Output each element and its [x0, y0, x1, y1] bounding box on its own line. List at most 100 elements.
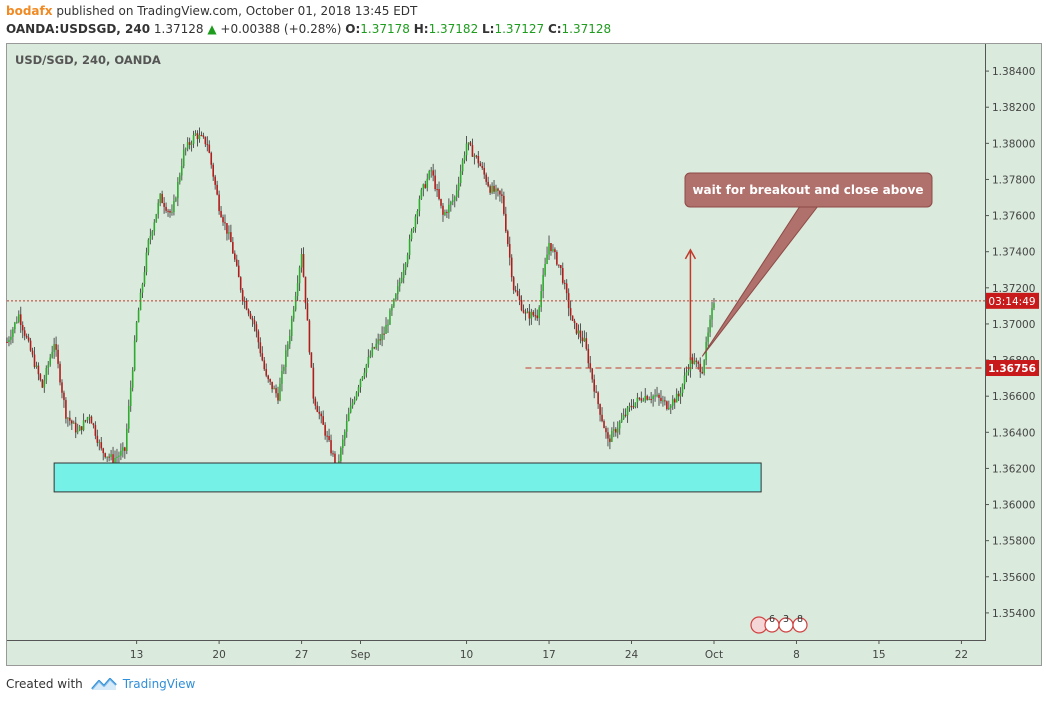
candle-down [267, 375, 269, 380]
candle-up [418, 198, 421, 212]
candle-up [355, 392, 358, 400]
candle-up [371, 347, 374, 356]
candle-down [497, 188, 499, 191]
candle-up [116, 456, 118, 458]
candle-up [298, 267, 301, 284]
candle-up [359, 379, 362, 388]
candle-up [709, 319, 711, 333]
candle-up [626, 407, 629, 416]
candle-down [206, 144, 209, 146]
candle-down [204, 136, 207, 145]
candle-down [196, 133, 199, 140]
tradingview-link[interactable]: TradingView [122, 677, 196, 691]
author-link[interactable]: bodafx [6, 4, 53, 18]
candle-up [296, 283, 299, 297]
candle-down [330, 440, 332, 454]
candle-up [463, 155, 466, 161]
candle-down [167, 210, 169, 212]
candle-up [412, 228, 415, 232]
candle-up [351, 402, 354, 406]
candle-down [216, 184, 218, 195]
candle-up [143, 272, 146, 285]
candle-up [171, 212, 173, 214]
annotation-callout[interactable]: wait for breakout and close above [684, 172, 933, 357]
candle-up [426, 178, 429, 188]
candle-down [69, 417, 71, 421]
candle-down [253, 320, 256, 325]
price-tick-label: 1.35800 [992, 536, 1035, 548]
candle-up [679, 392, 682, 397]
candle-down [324, 424, 326, 436]
candle-up [228, 232, 230, 234]
candle-down [691, 357, 694, 364]
support-zone[interactable] [53, 462, 762, 493]
candle-down [561, 267, 564, 283]
candle-up [300, 254, 303, 268]
event-badge[interactable] [792, 617, 808, 633]
candle-down [479, 163, 482, 167]
candle-up [448, 204, 450, 213]
candle-down [605, 428, 607, 433]
candle-up [283, 367, 285, 371]
candle-down [528, 311, 531, 319]
candle-down [632, 406, 635, 408]
high-label: H: [413, 22, 429, 36]
candle-up [613, 429, 615, 431]
candle-down [6, 342, 8, 343]
candle-down [316, 405, 319, 412]
candle-down [524, 312, 527, 314]
candle-up [656, 394, 658, 396]
price-tick-label: 1.36200 [992, 463, 1035, 475]
candle-up [353, 399, 356, 403]
candle-up [544, 263, 546, 275]
candle-down [493, 185, 495, 192]
candle-up [542, 274, 544, 292]
candle-up [8, 339, 10, 343]
level-label: 1.36756 [986, 360, 1039, 377]
candle-down [241, 290, 244, 301]
candle-down [275, 388, 277, 394]
candle-up [654, 395, 656, 397]
price-line-label: 03:14:49 [986, 292, 1039, 309]
publish-line: bodafx published on TradingView.com, Oct… [6, 4, 417, 18]
breakout-arrow[interactable] [684, 248, 697, 361]
candle-down [277, 393, 279, 401]
candle-down [508, 244, 511, 258]
candle-up [125, 428, 128, 451]
price-tick-label: 1.37000 [992, 319, 1035, 331]
candle-down [320, 413, 323, 417]
candle-down [487, 181, 489, 187]
time-axis-labels: 13 20 27 Sep 10 17 24 Oct 8 15 22 [130, 640, 968, 661]
time-tick-label: 20 [212, 649, 225, 661]
candle-down [306, 303, 309, 321]
candle-up [644, 395, 647, 401]
event-count: 8 [797, 614, 803, 625]
candle-up [675, 393, 678, 403]
candle-up [611, 430, 613, 442]
candle-up [12, 329, 14, 337]
candle-down [505, 213, 507, 232]
price-tick-label: 1.37400 [992, 247, 1035, 259]
time-tick-label: 8 [793, 649, 800, 661]
candle-up [345, 421, 348, 432]
candle-up [420, 189, 423, 199]
symbol-label: OANDA:USDSGD, 240 [6, 22, 151, 36]
price-tick-label: 1.36600 [992, 391, 1035, 403]
candle-down [302, 254, 305, 277]
candle-down [108, 456, 110, 458]
candle-down [379, 339, 381, 341]
candle-up [131, 370, 134, 388]
candle-down [471, 145, 474, 157]
candle-up [76, 430, 79, 433]
candle-up [175, 198, 177, 202]
candle-down [102, 448, 105, 454]
symbol-info-line: OANDA:USDSGD, 240 1.37128 ▲ +0.00388 (+0… [6, 22, 611, 36]
candle-up [281, 370, 283, 384]
candle-down [512, 277, 515, 291]
candle-up [114, 457, 116, 463]
candle-up [127, 405, 130, 429]
candle-down [477, 156, 480, 164]
